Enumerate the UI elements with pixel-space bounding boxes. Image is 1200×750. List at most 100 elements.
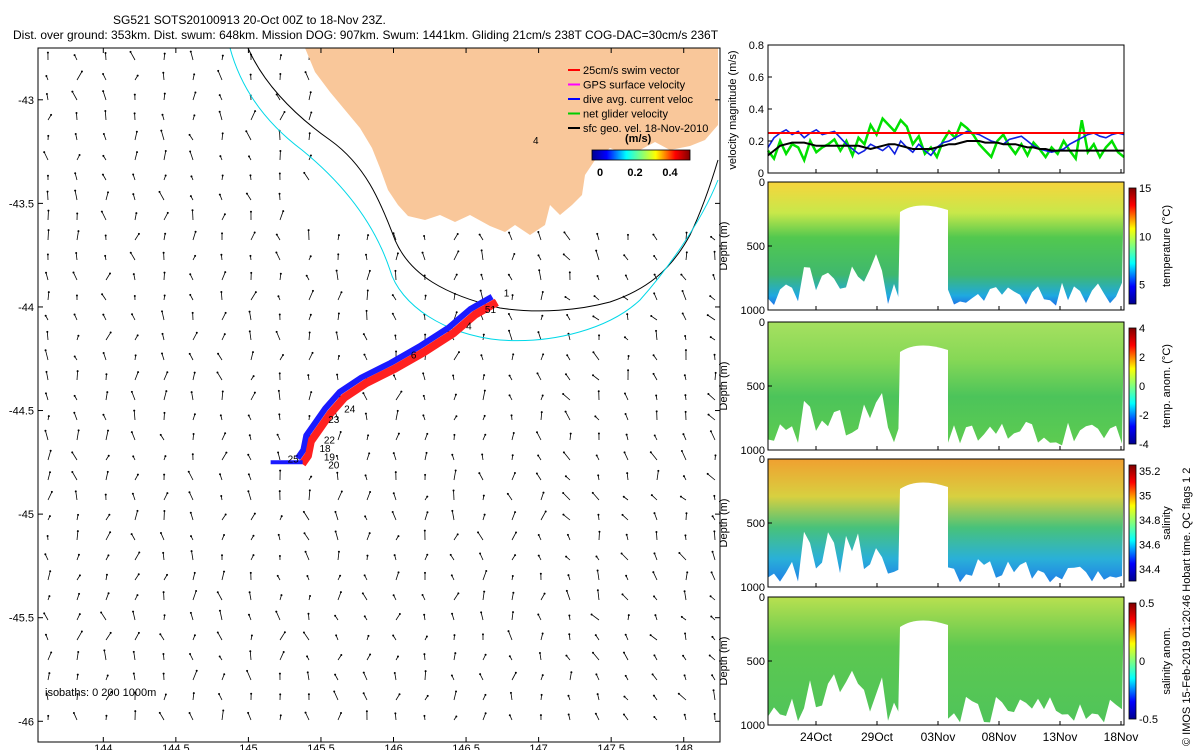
current-vector [652,572,658,581]
current-vector [44,554,49,561]
section-colorbar-tick: -4 [1139,439,1149,451]
current-vector [105,632,112,641]
current-vector-head [394,334,397,337]
current-vector-head [507,273,510,276]
current-vector [220,291,223,301]
current-vector-head [592,374,595,377]
current-vector-head [190,535,193,538]
current-vector [713,531,716,541]
current-vector-head [337,234,340,237]
current-vector-head [450,674,453,677]
current-vector-head [677,692,680,695]
current-vector [134,632,140,641]
current-vector-head [479,289,482,292]
current-vector-head [216,371,219,374]
current-vector-head [335,454,338,457]
current-vector-head [567,713,570,716]
current-vector [591,614,600,621]
current-vector-head [132,273,135,276]
current-vector-head [129,50,132,53]
current-vector-head [276,574,279,577]
current-vector-head [71,90,74,93]
current-vector-field [43,50,717,721]
current-vector-head [247,414,250,417]
legend-label: sfc geo. vel. 18-Nov-2010 [583,123,708,135]
current-vector [279,273,282,281]
section-panel-temperature: 0 500 1000 Depth (m) 5 10 15 temperature (°C) [718,177,1173,317]
section-ylabel: Depth (m) [718,499,730,548]
current-vector-head [249,571,252,574]
current-vector-head [426,553,429,556]
current-vector-head [100,210,103,213]
current-vector-head [391,511,394,514]
current-vector-head [651,673,654,676]
current-vector-head [133,93,136,96]
current-vector-head [47,134,50,137]
current-vector-head [514,511,517,514]
current-vector-head [304,550,307,553]
current-vector [451,510,455,521]
current-vector [453,274,458,281]
current-vector-head [565,589,568,592]
current-vector-head [622,495,625,498]
current-vector-head [422,372,425,375]
current-vector [76,71,83,81]
current-vector [46,693,49,701]
current-vector [307,672,310,681]
current-vector-head [426,511,429,514]
current-vector [192,231,196,241]
current-vector-head [562,253,565,256]
current-vector-head [158,711,161,714]
track-label: 6 [411,351,417,362]
current-vector-head [102,133,105,136]
speed-colorbar [591,149,691,161]
current-vector-head [308,331,311,334]
current-vector [538,270,542,281]
section-ylabel: Depth (m) [718,362,730,411]
current-vector-head [77,429,80,432]
section-ylabel: Depth (m) [718,222,730,271]
current-vector [76,231,79,241]
current-vector-head [653,715,656,718]
current-vector [250,291,257,301]
current-vector [159,712,165,721]
current-vector-head [457,250,460,253]
current-vector-head [340,490,343,493]
current-vector [217,70,223,81]
current-vector [511,532,517,541]
current-vector-head [685,251,688,254]
current-vector [654,553,658,561]
current-vector [450,554,455,561]
current-vector-head [163,411,166,414]
current-vector [45,393,49,401]
current-vector-head [308,415,311,418]
current-vector-head [133,294,136,297]
section-ytick-label: 500 [747,241,765,253]
current-vector-head [138,551,141,554]
current-vector-head [653,292,656,295]
current-vector-head [339,591,342,594]
current-vector-head [678,552,681,555]
current-vector [482,390,486,401]
current-vector-head [164,693,167,696]
current-vector [189,653,194,661]
current-vector [132,193,136,201]
current-vector [163,390,167,401]
current-vector-head [451,453,454,456]
current-vector-head [278,192,281,195]
current-vector-head [47,415,50,418]
current-vector [250,351,254,361]
current-vector-head [455,415,458,418]
current-vector-head [653,552,656,555]
current-vector-head [277,451,280,454]
current-vector [43,613,49,621]
current-vector-head [307,374,310,377]
current-vector-head [683,590,686,593]
current-vector [246,193,252,201]
current-vector-head [513,471,516,474]
current-vector [592,492,600,501]
current-vector-head [164,149,167,152]
current-vector [249,311,252,321]
current-vector-head [104,254,107,257]
current-vector-head [511,454,514,457]
